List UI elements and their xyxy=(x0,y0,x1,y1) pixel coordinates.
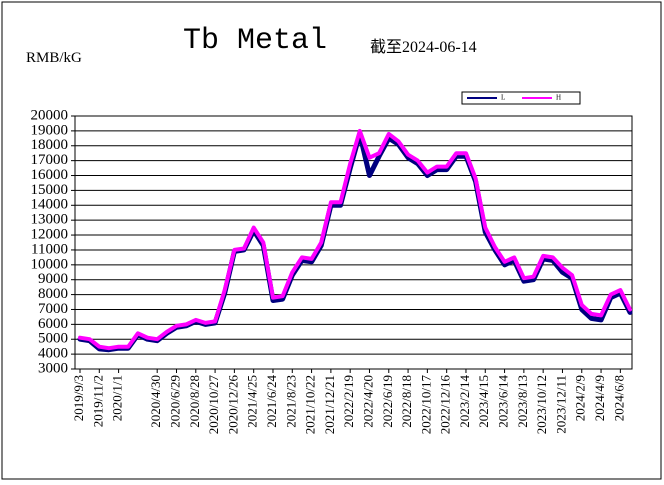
y-tick-label: 17000 xyxy=(31,152,69,168)
x-tick-label: 2021/10/22 xyxy=(303,375,318,434)
x-tick-label: 2023/8/13 xyxy=(515,375,530,428)
x-tick-label: 2022/6/19 xyxy=(380,375,395,428)
x-tick-label: 2019/9/3 xyxy=(71,375,86,421)
x-tick-label: 2023/12/11 xyxy=(553,375,568,434)
y-tick-label: 9000 xyxy=(38,271,68,287)
x-tick-label: 2022/8/18 xyxy=(399,375,414,428)
y-tick-label: 11000 xyxy=(31,241,68,257)
x-tick-label: 2020/6/29 xyxy=(167,375,182,428)
y-tick-label: 12000 xyxy=(31,226,69,242)
x-tick-label: 2021/8/23 xyxy=(283,375,298,428)
y-tick-label: 18000 xyxy=(31,137,69,153)
y-tick-label: 20000 xyxy=(31,107,69,123)
x-tick-label: 2022/12/16 xyxy=(438,375,453,435)
x-tick-label: 2023/10/12 xyxy=(534,375,549,434)
x-tick-label: 2022/2/19 xyxy=(341,375,356,428)
x-tick-label: 2022/4/20 xyxy=(360,375,375,428)
x-tick-label: 2021/4/25 xyxy=(245,375,260,428)
legend-label: H xyxy=(556,94,561,102)
y-tick-label: 14000 xyxy=(31,197,69,213)
y-tick-label: 5000 xyxy=(38,331,68,347)
series-line xyxy=(78,128,632,351)
y-tick-label: 4000 xyxy=(38,346,68,362)
x-tick-label: 2020/1/1 xyxy=(110,375,125,421)
x-tick-label: 2023/4/15 xyxy=(476,375,491,428)
x-tick-label: 2023/6/14 xyxy=(496,375,511,428)
x-tick-label: 2020/12/26 xyxy=(225,375,240,435)
x-tick-label: 2021/12/21 xyxy=(322,375,337,434)
y-tick-label: 16000 xyxy=(31,167,69,183)
y-tick-label: 13000 xyxy=(31,212,69,228)
chart-subtitle: 截至2024-06-14 xyxy=(370,38,477,56)
y-tick-label: 10000 xyxy=(31,256,69,272)
y-tick-label: 19000 xyxy=(31,122,69,138)
y-tick-label: 6000 xyxy=(38,316,68,332)
x-tick-label: 2021/6/24 xyxy=(264,375,279,428)
x-tick-label: 2023/2/14 xyxy=(457,375,472,428)
x-tick-label: 2020/4/30 xyxy=(148,375,163,428)
x-tick-label: 2020/10/27 xyxy=(206,375,221,435)
y-axis-label: RMB/kG xyxy=(26,50,82,66)
x-tick-label: 2024/2/9 xyxy=(573,375,588,421)
y-tick-label: 3000 xyxy=(38,360,68,376)
chart-title: Tb Metal xyxy=(183,24,327,58)
x-tick-label: 2022/10/17 xyxy=(418,375,433,435)
y-tick-label: 15000 xyxy=(31,182,69,198)
x-tick-label: 2024/4/9 xyxy=(592,375,607,421)
y-tick-label: 7000 xyxy=(38,301,68,317)
legend-label: L xyxy=(501,94,505,102)
x-tick-label: 2024/6/8 xyxy=(611,375,626,421)
x-tick-label: 2019/11/2 xyxy=(90,375,105,427)
legend-box xyxy=(461,91,581,105)
y-tick-label: 8000 xyxy=(38,286,68,302)
x-tick-label: 2020/8/28 xyxy=(187,375,202,428)
